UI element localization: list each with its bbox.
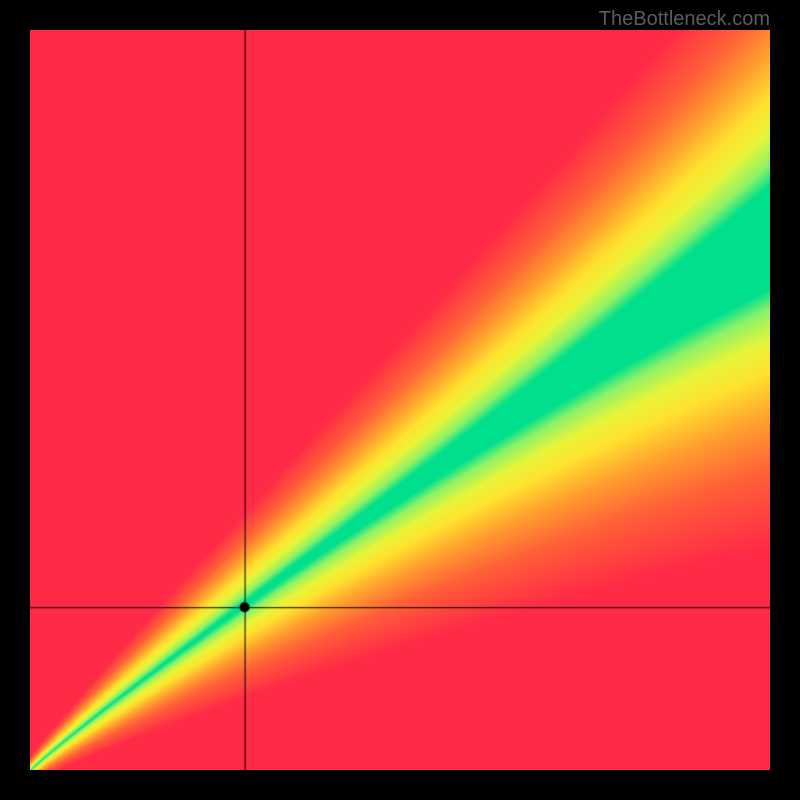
bottleneck-heatmap (30, 30, 770, 770)
attribution-text: TheBottleneck.com (599, 8, 770, 31)
